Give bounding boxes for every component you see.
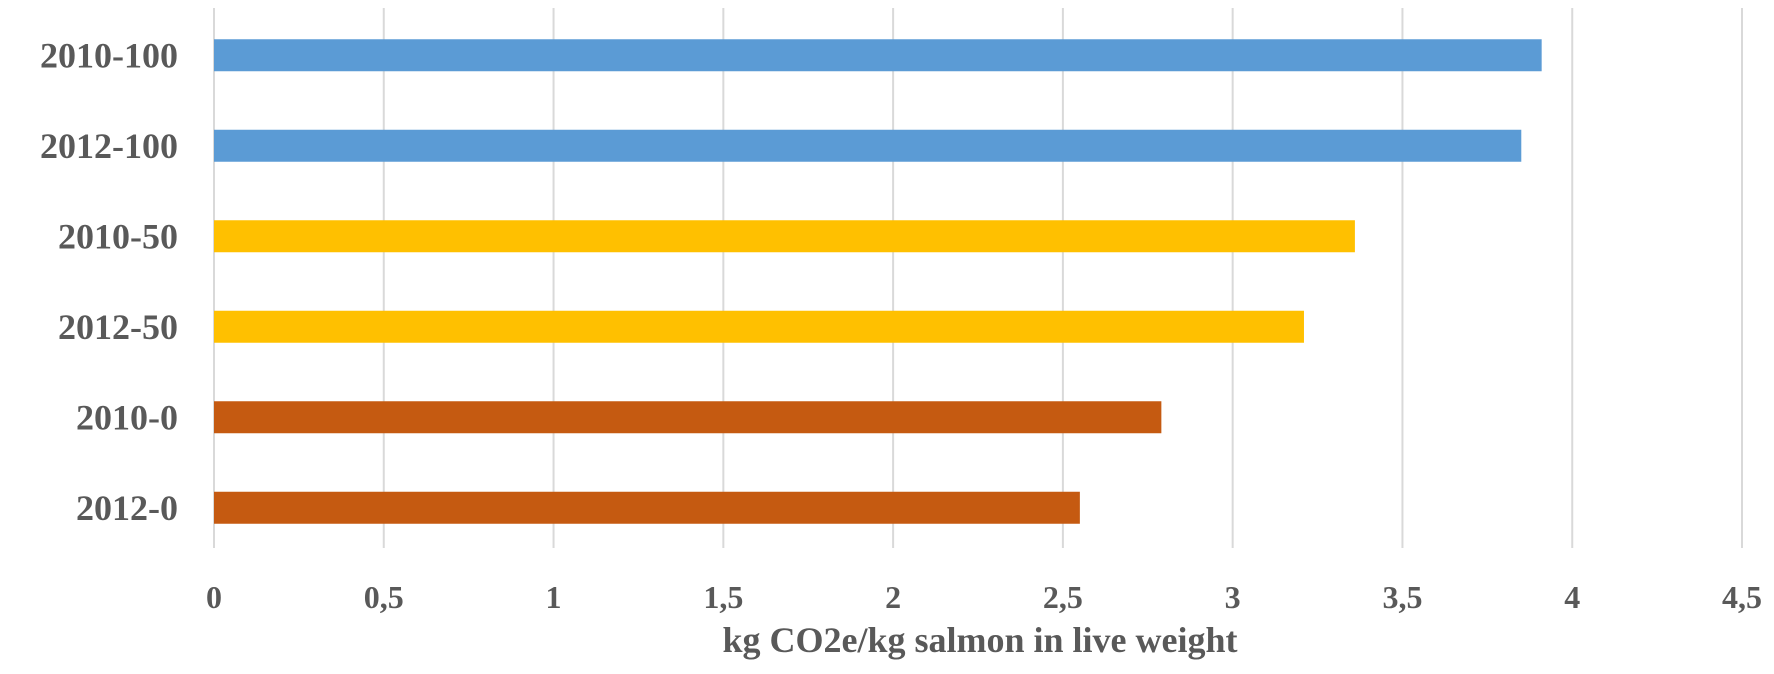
bars — [214, 39, 1542, 524]
x-tick-label: 1 — [546, 579, 562, 615]
x-tick-label: 0 — [206, 579, 222, 615]
x-axis-title: kg CO2e/kg salmon in live weight — [722, 620, 1237, 660]
gridlines — [213, 8, 1743, 548]
bar — [214, 310, 1304, 343]
x-tick-label: 2,5 — [1043, 579, 1083, 615]
bar — [214, 39, 1542, 72]
category-label: 2010-0 — [76, 397, 178, 437]
x-tick-label: 2 — [885, 579, 901, 615]
x-tick-label: 1,5 — [703, 579, 743, 615]
bar — [214, 220, 1355, 253]
category-label: 2010-100 — [40, 35, 178, 75]
category-label: 2010-50 — [58, 216, 178, 256]
bar — [214, 129, 1522, 162]
category-labels: 2010-100 2012-100 2010-50 2012-50 2010-0 2012… — [40, 35, 178, 528]
bar — [214, 401, 1162, 434]
x-tick-label: 4 — [1564, 579, 1580, 615]
category-label: 2012-100 — [40, 126, 178, 166]
x-tick-label: 3,5 — [1382, 579, 1422, 615]
category-label: 2012-0 — [76, 488, 178, 528]
x-tick-label: 0,5 — [364, 579, 404, 615]
category-label: 2012-50 — [58, 307, 178, 347]
x-tick-label: 3 — [1225, 579, 1241, 615]
x-tick-labels: 0 0,5 1 1,5 2 2,5 3 3,5 4 4,5 — [206, 579, 1762, 615]
bar — [214, 491, 1080, 524]
x-tick-label: 4,5 — [1722, 579, 1762, 615]
